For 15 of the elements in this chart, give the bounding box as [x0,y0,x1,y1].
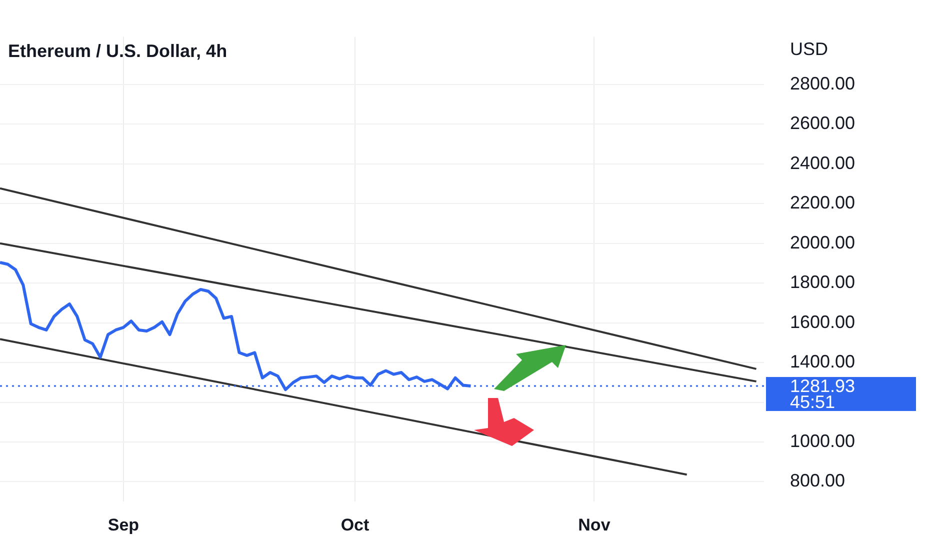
y-tick-label: 1000.00 [790,430,856,451]
y-axis-title: USD [790,38,828,59]
y-tick-label: 2000.00 [790,232,856,252]
y-tick-label: 1400.00 [790,352,856,372]
y-tick-label: 2400.00 [790,152,856,173]
x-tick-label: Nov [578,515,611,534]
y-tick-label: 1800.00 [790,272,856,292]
y-tick-label: 1600.00 [790,312,856,332]
x-tick-label: Oct [340,515,370,534]
x-tick-label: Sep [108,515,140,534]
y-tick-label: 2800.00 [790,73,856,94]
y-tick-label: 800.00 [790,470,846,491]
y-tick-label: 2200.00 [790,192,856,213]
chart-title: Ethereum / U.S. Dollar, 4h [8,40,228,61]
y-tick-label: 2600.00 [790,113,856,134]
